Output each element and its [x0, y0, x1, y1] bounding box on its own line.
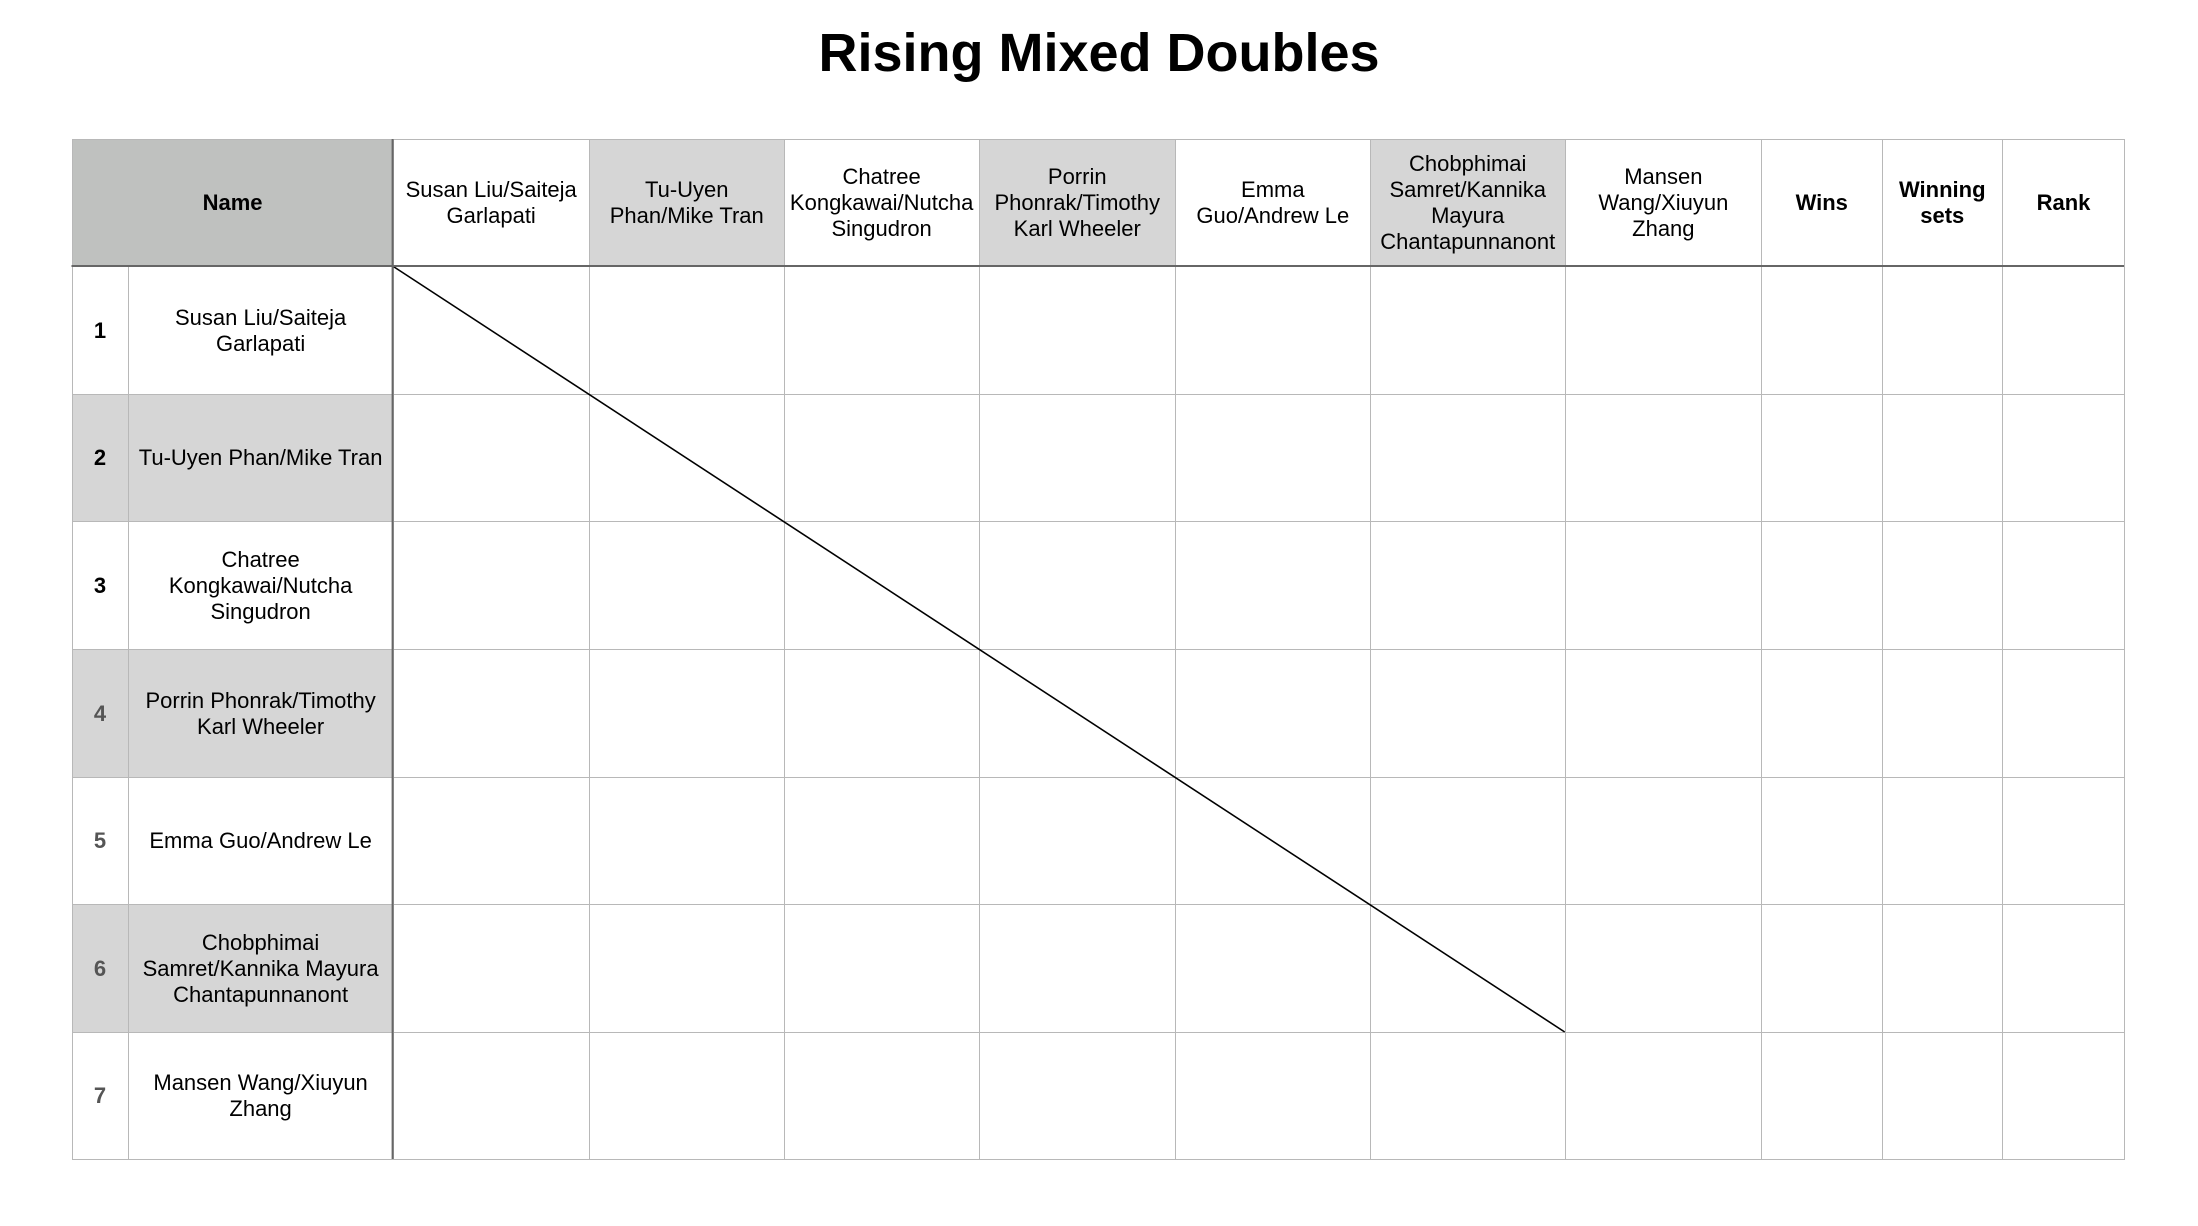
header-cell: Name	[71, 139, 394, 267]
header-cell: Chobphimai Samret/Kannika Mayura Chantap…	[1369, 139, 1566, 267]
row-name: Chatree Kongkawai/Nutcha Singudron	[127, 521, 394, 650]
row-name: Tu-Uyen Phan/Mike Tran	[127, 394, 394, 522]
row-name: Mansen Wang/Xiuyun Zhang	[127, 1032, 394, 1160]
header-cell: Porrin Phonrak/Timothy Karl Wheeler	[978, 139, 1176, 267]
row-name: Chobphimai Samret/Kannika Mayura Chantap…	[127, 904, 394, 1033]
row-name: Porrin Phonrak/Timothy Karl Wheeler	[127, 649, 394, 778]
header-cell: Tu-Uyen Phan/Mike Tran	[588, 139, 785, 267]
score-cell	[2002, 1032, 2125, 1160]
title: Rising Mixed Doubles	[818, 23, 1380, 83]
diagonal-line	[392, 265, 1566, 1033]
row-name: Susan Liu/Saiteja Garlapati	[127, 266, 394, 395]
header-cell: Mansen Wang/Xiuyun Zhang	[1564, 139, 1762, 267]
